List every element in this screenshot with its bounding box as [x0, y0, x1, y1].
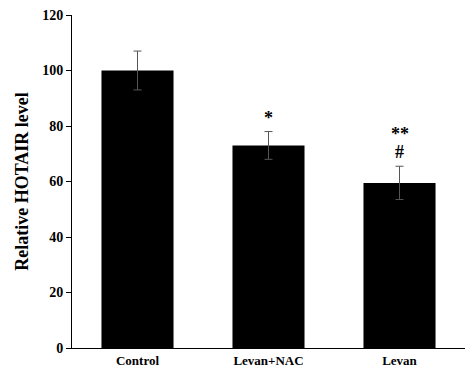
- svg-text:80: 80: [49, 119, 63, 134]
- svg-text:Control: Control: [116, 353, 159, 368]
- svg-text:**: **: [391, 124, 409, 144]
- svg-text:20: 20: [49, 285, 63, 300]
- svg-text:100: 100: [42, 63, 63, 78]
- svg-text:60: 60: [49, 174, 63, 189]
- svg-text:0: 0: [56, 341, 63, 356]
- svg-text:*: *: [264, 108, 273, 128]
- svg-text:#: #: [395, 142, 404, 162]
- svg-text:Levan+NAC: Levan+NAC: [233, 353, 303, 368]
- svg-text:Levan: Levan: [382, 353, 417, 368]
- svg-text:Relative HOTAIR level: Relative HOTAIR level: [12, 92, 32, 271]
- svg-text:40: 40: [49, 230, 63, 245]
- svg-text:120: 120: [42, 8, 63, 23]
